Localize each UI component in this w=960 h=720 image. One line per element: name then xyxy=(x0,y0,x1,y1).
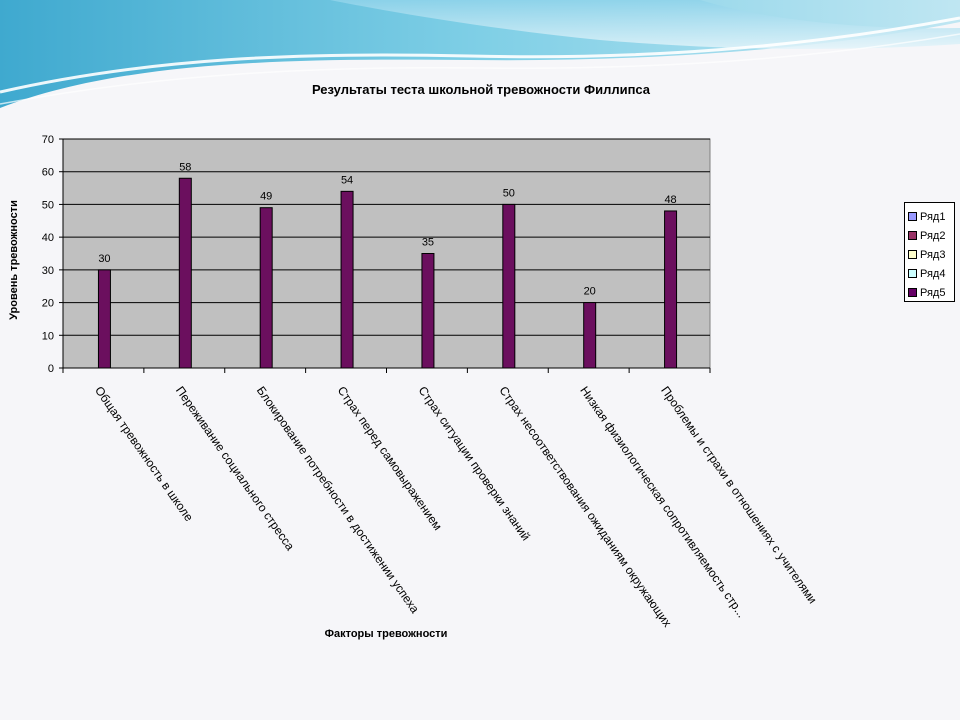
y-axis-title-wrapper: Уровень тревожности xyxy=(8,200,20,320)
y-axis-title: Уровень тревожности xyxy=(8,200,20,320)
legend-item: Ряд4 xyxy=(908,264,954,283)
y-tick-label: 50 xyxy=(42,199,54,211)
data-label: 50 xyxy=(503,187,515,199)
data-labels-group: 30 58 49 54 35 50 20 48 xyxy=(98,161,676,297)
data-label: 49 xyxy=(260,191,272,203)
y-tick-label: 20 xyxy=(42,298,54,310)
legend-label: Ряд3 xyxy=(920,248,946,261)
header-wave-decoration xyxy=(0,0,960,108)
bar xyxy=(259,207,273,369)
gridlines xyxy=(63,138,710,336)
legend-swatch xyxy=(908,212,917,221)
y-tick-label: 30 xyxy=(42,265,54,277)
legend-swatch xyxy=(908,269,917,278)
bars-group xyxy=(97,177,678,369)
y-tick-label: 10 xyxy=(42,330,54,342)
y-tick-label: 40 xyxy=(42,232,54,244)
legend-label: Ряд5 xyxy=(920,286,946,299)
bar xyxy=(97,269,111,369)
legend-swatch xyxy=(908,250,917,259)
legend-item: Ряд2 xyxy=(908,226,954,245)
legend-swatch xyxy=(908,231,917,240)
legend-swatch xyxy=(908,288,917,297)
bar xyxy=(340,190,354,369)
legend-label: Ряд4 xyxy=(920,267,946,280)
y-tick-labels: 0 10 20 30 40 50 60 70 xyxy=(42,134,54,375)
data-label: 30 xyxy=(98,253,110,265)
y-tick-label: 0 xyxy=(48,363,54,375)
x-tick-label: Общая тревожность в школе xyxy=(92,384,196,525)
x-tick-label: Низкая физиологическая сопротивляемость … xyxy=(577,384,748,621)
y-tick-label: 70 xyxy=(42,134,54,146)
bar xyxy=(178,177,192,369)
bar xyxy=(583,302,597,369)
data-label: 35 xyxy=(422,237,434,249)
x-axis-title: Факторы тревожности xyxy=(324,628,448,640)
data-label: 48 xyxy=(664,194,676,206)
x-tick-label: Страх несоответствования ожиданиям окруж… xyxy=(496,384,674,630)
data-label: 58 xyxy=(179,161,191,173)
bar xyxy=(664,210,678,369)
data-label: 20 xyxy=(584,286,596,298)
y-tick-label: 60 xyxy=(42,167,54,179)
legend-item: Ряд3 xyxy=(908,245,954,264)
x-tick-label: Проблемы и страхи в отношениях с учителя… xyxy=(658,384,820,607)
x-tick-label: Блокирование потребности в достижении ус… xyxy=(254,384,422,616)
bar xyxy=(502,203,516,369)
legend-label: Ряд1 xyxy=(920,210,946,223)
chart-legend: Ряд1 Ряд2 Ряд3 Ряд4 Ряд5 xyxy=(904,202,955,302)
bar xyxy=(421,253,435,369)
chart-axes xyxy=(59,138,711,373)
legend-label: Ряд2 xyxy=(920,229,946,242)
legend-item: Ряд5 xyxy=(908,283,954,302)
legend-item: Ряд1 xyxy=(908,207,954,226)
chart-title: Результаты теста школьной тревожности Фи… xyxy=(311,82,651,97)
data-label: 54 xyxy=(341,174,353,186)
plot-area xyxy=(62,138,711,369)
